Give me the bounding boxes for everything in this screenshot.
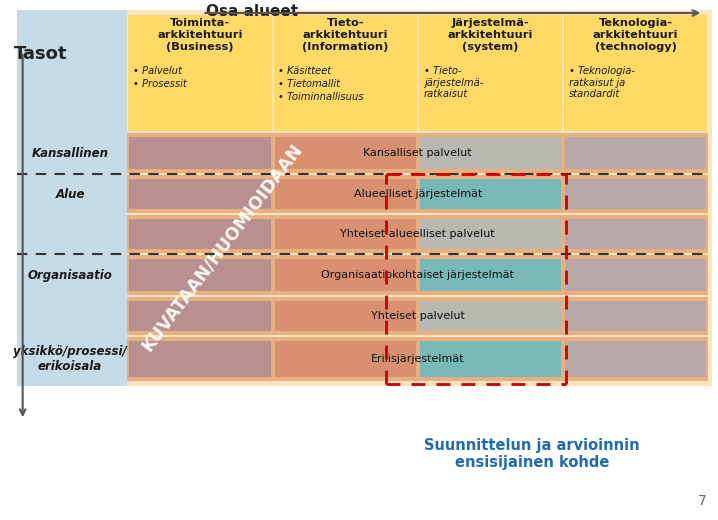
Text: Osa alueet: Osa alueet <box>206 4 299 19</box>
Bar <box>420 341 561 377</box>
Bar <box>123 10 712 386</box>
Text: Yhteiset alueelliset palvelut: Yhteiset alueelliset palvelut <box>340 229 495 239</box>
Bar <box>420 219 561 249</box>
Bar <box>127 297 708 335</box>
Bar <box>129 137 271 169</box>
Bar <box>565 259 706 291</box>
Text: Organisaatiokohtaiset järjestelmät: Organisaatiokohtaiset järjestelmät <box>321 270 514 280</box>
Bar <box>129 15 271 131</box>
Text: Kansallinen: Kansallinen <box>32 147 108 160</box>
Text: Tieto-
arkkitehtuuri
(Information): Tieto- arkkitehtuuri (Information) <box>302 18 388 52</box>
Bar <box>127 215 708 253</box>
Text: KUVATAAN/HUOMIOIDAAN: KUVATAAN/HUOMIOIDAAN <box>138 140 306 354</box>
Bar <box>127 255 708 295</box>
Text: • Toiminnallisuus: • Toiminnallisuus <box>279 92 364 102</box>
Bar <box>274 179 416 209</box>
Bar <box>420 137 561 169</box>
Bar <box>565 219 706 249</box>
Text: • Tietomallit: • Tietomallit <box>279 79 340 89</box>
Bar <box>565 301 706 331</box>
Bar <box>564 15 707 131</box>
Bar <box>420 301 561 331</box>
Bar <box>420 179 561 209</box>
Text: 7: 7 <box>697 494 706 508</box>
Text: yksikkö/prosessi/
erikoisala: yksikkö/prosessi/ erikoisala <box>13 345 127 373</box>
Text: Alue: Alue <box>55 188 85 201</box>
Bar <box>127 175 708 213</box>
Bar <box>129 301 271 331</box>
Text: • Tieto-
järjestelmä-
ratkaisut: • Tieto- järjestelmä- ratkaisut <box>424 66 483 99</box>
Bar <box>129 341 271 377</box>
Text: Tasot: Tasot <box>14 45 67 63</box>
Bar <box>127 337 708 381</box>
Bar <box>274 137 416 169</box>
Bar <box>129 259 271 291</box>
Text: Toiminta-
arkkitehtuuri
(Business): Toiminta- arkkitehtuuri (Business) <box>157 18 243 52</box>
Bar <box>17 10 127 386</box>
Bar <box>420 259 561 291</box>
Bar <box>274 15 416 131</box>
Text: Kansalliset palvelut: Kansalliset palvelut <box>363 148 472 158</box>
Bar <box>129 219 271 249</box>
Bar <box>127 133 708 173</box>
Bar <box>274 219 416 249</box>
Bar <box>565 179 706 209</box>
Bar <box>274 341 416 377</box>
Text: Teknologia-
arkkitehtuuri
(technology): Teknologia- arkkitehtuuri (technology) <box>593 18 679 52</box>
Text: Alueelliset järjestelmät: Alueelliset järjestelmät <box>353 189 482 199</box>
Text: • Prosessit: • Prosessit <box>134 79 187 89</box>
Bar <box>129 179 271 209</box>
Bar <box>274 301 416 331</box>
Bar <box>565 137 706 169</box>
Text: • Käsitteet: • Käsitteet <box>279 66 332 76</box>
Text: • Teknologia-
ratkaisut ja
standardit: • Teknologia- ratkaisut ja standardit <box>569 66 635 99</box>
Bar <box>565 341 706 377</box>
Text: Suunnittelun ja arvioinnin
ensisijainen kohde: Suunnittelun ja arvioinnin ensisijainen … <box>424 438 640 471</box>
Text: Organisaatio: Organisaatio <box>27 268 113 281</box>
Text: Erilisjärjestelmät: Erilisjärjestelmät <box>371 354 465 364</box>
Bar <box>419 15 562 131</box>
Bar <box>274 259 416 291</box>
Text: Järjestelmä-
arkkitehtuuri
(system): Järjestelmä- arkkitehtuuri (system) <box>447 18 533 52</box>
Text: Yhteiset palvelut: Yhteiset palvelut <box>370 311 465 321</box>
Text: • Palvelut: • Palvelut <box>134 66 182 76</box>
